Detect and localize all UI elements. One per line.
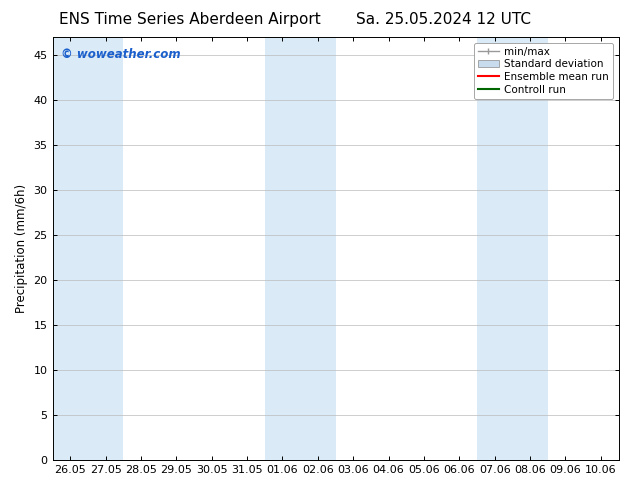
- Bar: [477, 37, 548, 460]
- Bar: [53, 37, 123, 460]
- Bar: [265, 37, 335, 460]
- Text: ENS Time Series Aberdeen Airport: ENS Time Series Aberdeen Airport: [60, 12, 321, 27]
- Text: © woweather.com: © woweather.com: [61, 48, 181, 61]
- Legend: min/max, Standard deviation, Ensemble mean run, Controll run: min/max, Standard deviation, Ensemble me…: [474, 43, 613, 99]
- Y-axis label: Precipitation (mm/6h): Precipitation (mm/6h): [15, 184, 28, 313]
- Text: Sa. 25.05.2024 12 UTC: Sa. 25.05.2024 12 UTC: [356, 12, 531, 27]
